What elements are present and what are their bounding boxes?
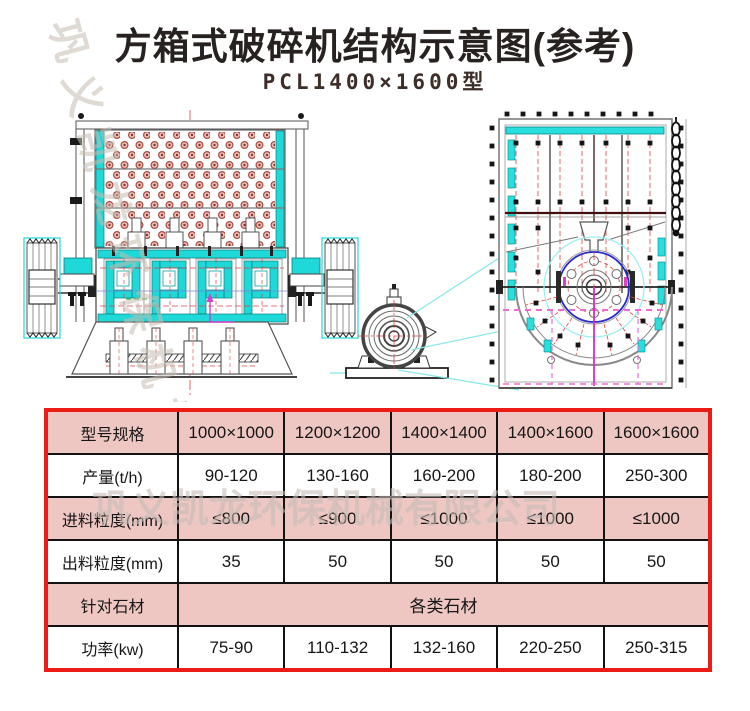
row-label: 产量(t/h) <box>45 453 179 498</box>
cell: 50 <box>496 539 605 584</box>
base-frame <box>66 321 297 378</box>
row-label: 功率(kw) <box>45 625 179 671</box>
pulley-right <box>321 237 359 339</box>
housing <box>498 118 687 389</box>
cell: 75-90 <box>176 625 286 671</box>
cell: ≤800 <box>176 496 286 541</box>
table-row-material: 针对石材 各类石材 <box>45 582 711 627</box>
page-title: 方箱式破碎机结构示意图(参考) <box>114 26 636 67</box>
liner-panel <box>94 129 286 249</box>
cell: 160-200 <box>389 453 499 498</box>
table-row-output-size: 出料粒度(mm) 35 50 50 50 50 <box>45 539 712 584</box>
header-model: 型号规格 <box>45 409 179 455</box>
header-size-2: 1200×1200 <box>283 409 392 455</box>
header-size-3: 1400×1400 <box>389 409 499 455</box>
cell: 250-315 <box>602 625 712 671</box>
table-row-feed-size: 进料粒度(mm) ≤800 ≤900 ≤1000 ≤1000 ≤1000 <box>45 496 712 541</box>
cell: 110-132 <box>283 625 392 671</box>
cell: 50 <box>283 539 392 584</box>
tie-rods <box>515 135 651 292</box>
screen-cage <box>515 286 673 366</box>
reference-lines <box>503 287 668 386</box>
bearing-left <box>59 257 95 306</box>
pulley-left <box>23 237 61 339</box>
table-header-row: 型号规格 1000×1000 1200×1200 1400×1400 1400×… <box>45 409 712 455</box>
cell: ≤1000 <box>602 496 712 541</box>
side-view <box>330 111 687 391</box>
cell: 220-250 <box>496 625 605 671</box>
bearing-right <box>289 257 325 306</box>
row-label: 出料粒度(mm) <box>45 539 179 584</box>
rotor-box <box>95 246 289 325</box>
header-size-5: 1600×1600 <box>602 409 712 455</box>
header-size-4: 1400×1600 <box>496 409 605 455</box>
cell: ≤1000 <box>389 496 499 541</box>
cell: ≤900 <box>283 496 392 541</box>
cell: 132-160 <box>389 625 499 671</box>
model-subtitle: PCL1400×1600型 <box>262 70 488 94</box>
cell-merged: 各类石材 <box>177 582 711 627</box>
row-label: 针对石材 <box>45 582 179 627</box>
table-row-capacity: 产量(t/h) 90-120 130-160 160-200 180-200 2… <box>45 453 712 498</box>
front-view <box>23 110 359 398</box>
motor <box>330 284 449 379</box>
chain <box>671 117 681 237</box>
spec-table: 型号规格 1000×1000 1200×1200 1400×1400 1400×… <box>44 408 712 672</box>
cell: 130-160 <box>283 453 392 498</box>
cell: 35 <box>176 539 286 584</box>
crusher-structure-drawing <box>23 110 687 398</box>
cell: 180-200 <box>496 453 605 498</box>
cell: 50 <box>389 539 499 584</box>
table-row-power: 功率(kw) 75-90 110-132 132-160 220-250 250… <box>45 625 712 671</box>
row-label: 进料粒度(mm) <box>45 496 179 541</box>
cell: 90-120 <box>176 453 286 498</box>
cell: ≤1000 <box>496 496 605 541</box>
cell: 50 <box>602 539 712 584</box>
cell: 250-300 <box>602 453 712 498</box>
header-size-1: 1000×1000 <box>176 409 286 455</box>
